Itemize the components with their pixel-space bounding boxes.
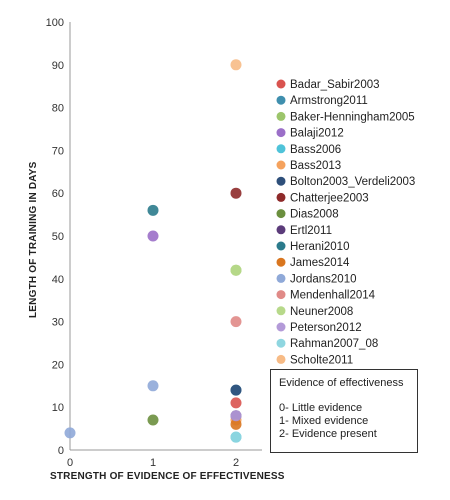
legend-label: Herani2010 bbox=[290, 241, 349, 253]
data-point bbox=[147, 380, 159, 392]
legend-swatch bbox=[276, 338, 286, 348]
legend-label: Dias2008 bbox=[290, 209, 339, 221]
data-point bbox=[230, 384, 242, 396]
data-point bbox=[230, 410, 242, 422]
y-tick-label: 100 bbox=[46, 17, 64, 29]
legend-label: Baker-Henningham2005 bbox=[290, 111, 415, 123]
data-point bbox=[230, 187, 242, 199]
y-tick-label: 0 bbox=[58, 445, 64, 457]
legend-label: Bass2006 bbox=[290, 144, 341, 156]
legend: Badar_Sabir2003 Armstrong2011 Baker-Hennin… bbox=[276, 79, 415, 366]
legend-swatch bbox=[276, 354, 286, 364]
legend-swatch bbox=[276, 95, 286, 105]
legend-swatch bbox=[276, 192, 286, 202]
x-tick-label: 0 bbox=[67, 457, 73, 469]
data-point bbox=[147, 414, 159, 426]
data-point bbox=[147, 204, 159, 216]
evidence-key-item-1: 1- Mixed evidence bbox=[279, 415, 369, 427]
data-point bbox=[230, 59, 242, 71]
data-point bbox=[230, 431, 242, 443]
evidence-key-item-2: 2- Evidence present bbox=[279, 428, 377, 440]
legend-swatch bbox=[276, 257, 286, 267]
legend-swatch bbox=[276, 160, 286, 170]
legend-label: Neuner2008 bbox=[290, 306, 353, 318]
legend-swatch bbox=[276, 128, 286, 138]
legend-label: Scholte2011 bbox=[290, 354, 353, 366]
legend-swatch bbox=[276, 290, 286, 300]
x-tick-label: 2 bbox=[233, 457, 239, 469]
legend-swatch bbox=[276, 241, 286, 251]
x-axis-title: STRENGTH OF EVIDENCE OF EFFECTIVENESS bbox=[50, 471, 285, 482]
data-point bbox=[230, 264, 242, 276]
legend-label: Chatterjee2003 bbox=[290, 192, 369, 204]
legend-swatch bbox=[276, 79, 286, 89]
legend-swatch bbox=[276, 144, 286, 154]
legend-swatch bbox=[276, 176, 286, 186]
data-point bbox=[64, 427, 76, 439]
legend-label: Bolton2003_Verdeli2003 bbox=[290, 176, 415, 188]
y-tick-label: 70 bbox=[52, 145, 64, 157]
data-point bbox=[230, 418, 242, 430]
y-tick-label: 30 bbox=[52, 317, 64, 329]
y-tick-label: 10 bbox=[52, 402, 64, 414]
y-tick-label: 60 bbox=[52, 188, 64, 200]
legend-label: James2014 bbox=[290, 257, 350, 269]
legend-swatch bbox=[276, 111, 286, 121]
y-tick-label: 90 bbox=[52, 60, 64, 72]
legend-swatch bbox=[276, 225, 286, 235]
legend-swatch bbox=[276, 306, 286, 316]
tick-labels: 0 10 20 30 40 50 60 70 80 90 100 0 1 2 bbox=[46, 17, 239, 469]
data-points bbox=[64, 59, 242, 443]
legend-swatch bbox=[276, 322, 286, 332]
legend-label: Ertl2011 bbox=[290, 225, 332, 237]
legend-label: Mendenhall2014 bbox=[290, 290, 376, 302]
evidence-key-item-0: 0- Little evidence bbox=[279, 402, 363, 414]
legend-label: Armstrong2011 bbox=[290, 95, 368, 107]
y-tick-label: 50 bbox=[52, 231, 64, 243]
y-tick-label: 40 bbox=[52, 274, 64, 286]
legend-label: Rahman2007_08 bbox=[290, 338, 378, 350]
y-axis-title: LENGTH OF TRAINING IN DAYS bbox=[28, 161, 39, 318]
legend-label: Peterson2012 bbox=[290, 322, 362, 334]
legend-label: Balaji2012 bbox=[290, 128, 344, 140]
legend-label: Badar_Sabir2003 bbox=[290, 79, 380, 91]
data-point bbox=[230, 397, 242, 409]
data-point bbox=[147, 230, 159, 242]
evidence-key-box: Evidence of effectiveness 0- Little evid… bbox=[270, 369, 418, 453]
x-tick-label: 1 bbox=[150, 457, 156, 469]
y-tick-label: 80 bbox=[52, 103, 64, 115]
evidence-key-title: Evidence of effectiveness bbox=[279, 377, 404, 389]
axes bbox=[69, 22, 262, 451]
legend-label: Jordans2010 bbox=[290, 273, 357, 285]
legend-swatch bbox=[276, 209, 286, 219]
legend-swatch bbox=[276, 273, 286, 283]
legend-label: Bass2013 bbox=[290, 160, 341, 172]
data-point bbox=[230, 316, 242, 328]
y-tick-label: 20 bbox=[52, 359, 64, 371]
